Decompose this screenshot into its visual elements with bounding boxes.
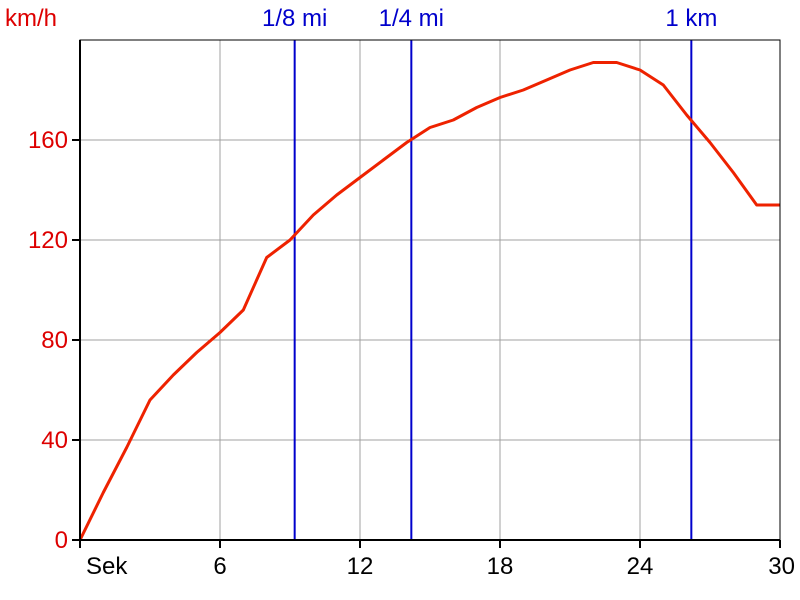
grid bbox=[80, 40, 781, 540]
x-tick-label: 24 bbox=[627, 553, 654, 580]
y-tick-label: 80 bbox=[41, 327, 68, 354]
y-tick-label: 120 bbox=[28, 227, 68, 254]
y-tick-label: 0 bbox=[55, 527, 68, 554]
y-axis-unit-label: km/h bbox=[5, 5, 57, 32]
series bbox=[78, 61, 781, 541]
y-tick-label: 160 bbox=[28, 127, 68, 154]
x-tick-label: 18 bbox=[487, 553, 514, 580]
x-tick-label: 12 bbox=[347, 553, 374, 580]
markers: 1/8 mi 1/4 mi 1 km bbox=[262, 5, 717, 540]
x-axis-unit-label: Sek bbox=[86, 553, 128, 580]
marker-label: 1 km bbox=[665, 5, 717, 32]
x-tick-label: 6 bbox=[213, 553, 226, 580]
y-tick-label: 40 bbox=[41, 427, 68, 454]
plot-frame bbox=[79, 39, 781, 541]
marker-label: 1/8 mi bbox=[262, 5, 327, 32]
x-tick-label: 30 bbox=[768, 553, 795, 580]
axes bbox=[72, 39, 781, 548]
marker-label: 1/4 mi bbox=[379, 5, 444, 32]
tick-labels: 0 40 80 120 160 6 12 18 24 30 bbox=[28, 127, 795, 580]
speed-series-line bbox=[78, 61, 780, 541]
